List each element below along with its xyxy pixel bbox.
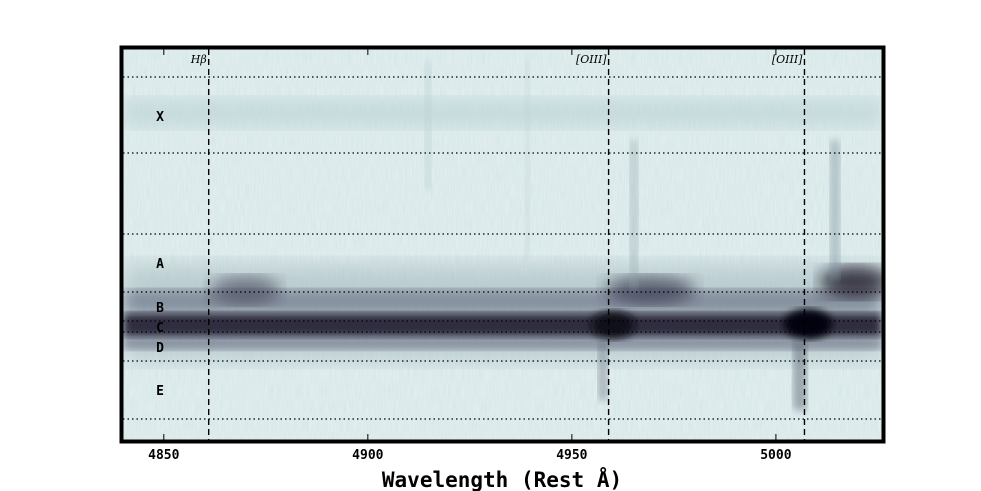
x-axis-label: Wavelength (Rest Å) (382, 467, 622, 491)
x-tick-label-4850: 4850 (148, 448, 179, 463)
emission-line-label-1: [OIII] (576, 53, 607, 66)
region-label-B: B (156, 301, 164, 316)
spectrum-image (123, 49, 882, 440)
emission-line-label-0: Hβ (190, 53, 207, 66)
emission-line-markers: Hβ [OIII] [OIII] (190, 49, 806, 440)
x-tick-label-4900: 4900 (352, 448, 383, 463)
region-label-D: D (156, 341, 164, 356)
region-labels: X A BCD E (156, 110, 164, 399)
region-label-E: E (156, 384, 164, 399)
region-label-A: A (156, 257, 164, 272)
region-boundaries (123, 76, 882, 420)
x-tick-label-4950: 4950 (556, 448, 587, 463)
emission-line-label-2: [OIII] (772, 53, 803, 66)
plot-frame (119, 45, 886, 444)
region-label-C: C (156, 321, 164, 336)
region-label-X: X (156, 110, 164, 125)
x-axis-ticks: 4850 4900 4950 5000 (148, 49, 792, 463)
x-tick-label-5000: 5000 (760, 448, 791, 463)
